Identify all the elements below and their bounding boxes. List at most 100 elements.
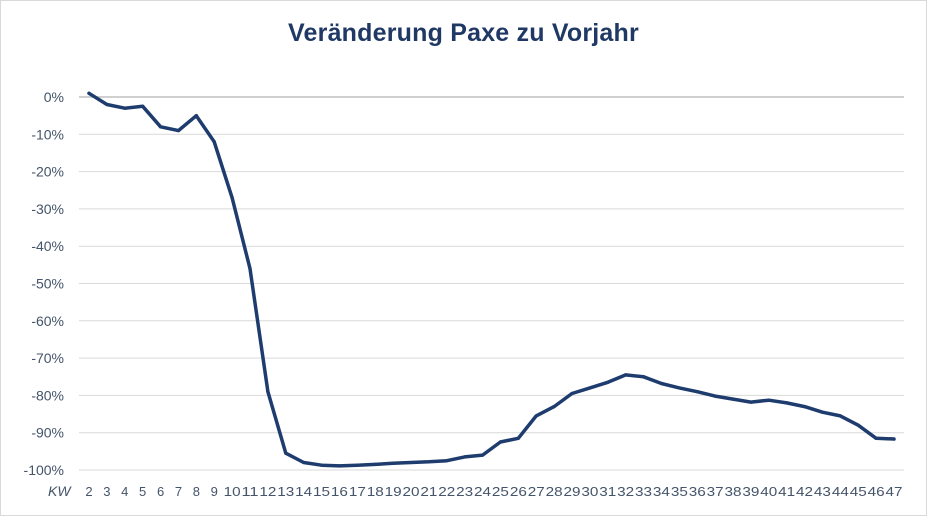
gridlines	[79, 96, 904, 471]
x-tick-label: 24	[474, 484, 491, 499]
x-tick-label: 2	[85, 484, 92, 499]
x-tick-label: 34	[653, 484, 670, 499]
y-tick-label: -60%	[31, 313, 64, 329]
data-point	[212, 140, 216, 144]
data-point	[480, 453, 485, 457]
x-tick-label: 28	[546, 484, 563, 499]
x-tick-label: 5	[139, 484, 146, 499]
x-tick-label: 10	[224, 484, 241, 499]
x-tick-label: 26	[510, 484, 527, 499]
data-point	[463, 455, 467, 459]
x-tick-label: 3	[103, 484, 110, 499]
x-tick-label: 17	[349, 484, 366, 499]
data-point	[409, 460, 413, 465]
data-point	[785, 401, 789, 405]
data-point	[373, 462, 377, 467]
x-tick-label: 16	[331, 484, 348, 499]
data-point	[337, 464, 342, 468]
x-tick-label: 14	[295, 484, 312, 499]
data-point	[194, 114, 198, 118]
x-tick-label: 4	[121, 484, 128, 499]
y-tick-label: -10%	[31, 126, 64, 142]
chart-title: Veränderung Paxe zu Vorjahr	[288, 19, 639, 47]
data-point	[641, 375, 646, 379]
series-line	[87, 91, 896, 468]
data-point	[87, 91, 91, 95]
x-tick-label: 30	[581, 484, 598, 499]
y-tick-label: -50%	[31, 276, 64, 292]
x-tick-label: 8	[193, 484, 200, 499]
data-point	[624, 373, 628, 377]
data-point	[856, 423, 860, 427]
x-tick-label: 33	[635, 484, 652, 499]
data-point	[427, 460, 431, 464]
data-point	[123, 106, 127, 110]
data-point	[552, 404, 556, 409]
x-tick-label: 38	[725, 484, 742, 499]
x-tick-label: 43	[814, 484, 831, 499]
x-tick-label: 40	[760, 484, 777, 499]
data-point	[105, 102, 109, 107]
data-point	[516, 436, 520, 440]
x-tick-label: 36	[689, 484, 706, 499]
data-point	[302, 460, 306, 465]
x-tick-label: 15	[313, 484, 330, 499]
data-point	[838, 414, 842, 418]
data-point	[391, 461, 395, 465]
x-tick-label: 35	[671, 484, 688, 499]
y-tick-label: -100%	[24, 462, 64, 478]
data-point	[713, 394, 717, 398]
x-tick-label: 20	[403, 484, 420, 499]
data-point	[284, 451, 288, 455]
x-tick-label: 21	[420, 484, 437, 499]
data-point	[355, 463, 359, 467]
x-tick-label: 37	[707, 484, 724, 499]
x-tick-label: 23	[456, 484, 473, 499]
x-tick-label: 44	[832, 484, 849, 499]
x-tick-label: 39	[742, 484, 759, 499]
x-tick-label: 46	[868, 484, 885, 499]
x-tick-label: 32	[617, 484, 634, 499]
data-point	[176, 128, 181, 133]
y-tick-label: -40%	[31, 238, 64, 254]
data-point	[659, 381, 664, 386]
x-tick-label: 7	[175, 484, 182, 499]
y-tick-label: -90%	[31, 425, 64, 441]
data-point	[874, 436, 878, 440]
x-tick-label: 6	[157, 484, 164, 499]
y-tick-label: -20%	[31, 164, 64, 180]
x-tick-label: 12	[259, 484, 276, 499]
data-point	[266, 390, 270, 394]
x-tick-label: 13	[277, 484, 294, 499]
data-point	[141, 104, 145, 108]
data-point	[767, 398, 771, 402]
x-tick-label: 25	[492, 484, 509, 499]
data-point	[534, 414, 538, 418]
data-point	[248, 266, 252, 271]
data-point	[695, 390, 699, 394]
x-tick-label: 9	[211, 484, 218, 499]
x-tick-label: 27	[528, 484, 545, 499]
x-tick-label: 18	[367, 484, 384, 499]
data-point	[445, 459, 449, 463]
data-point	[749, 400, 753, 404]
y-tick-label: -80%	[31, 387, 64, 403]
x-axis-ticks: 2 3 4 5 6 7 8 9 10 11 12 13 14 15 16 17 18 19 20 21 22 23 24 25…	[85, 484, 902, 499]
data-point	[606, 380, 610, 384]
x-tick-label: 29	[564, 484, 581, 499]
data-point	[158, 125, 163, 129]
y-axis-ticks: 0% -10% -20% -30% -40% -50% -60% -70% -80% -90% -1…	[24, 89, 64, 478]
data-point	[731, 397, 735, 401]
x-tick-label: 11	[242, 484, 259, 499]
data-point	[677, 386, 681, 390]
x-tick-label: 42	[796, 484, 813, 499]
data-point	[588, 386, 592, 390]
x-tick-label: 41	[778, 484, 795, 499]
data-point	[319, 463, 324, 467]
x-tick-label: 19	[385, 484, 402, 499]
series-layer	[87, 91, 896, 468]
data-point	[230, 196, 234, 200]
x-tick-label: 22	[438, 484, 455, 499]
x-tick-label: 31	[599, 484, 616, 499]
